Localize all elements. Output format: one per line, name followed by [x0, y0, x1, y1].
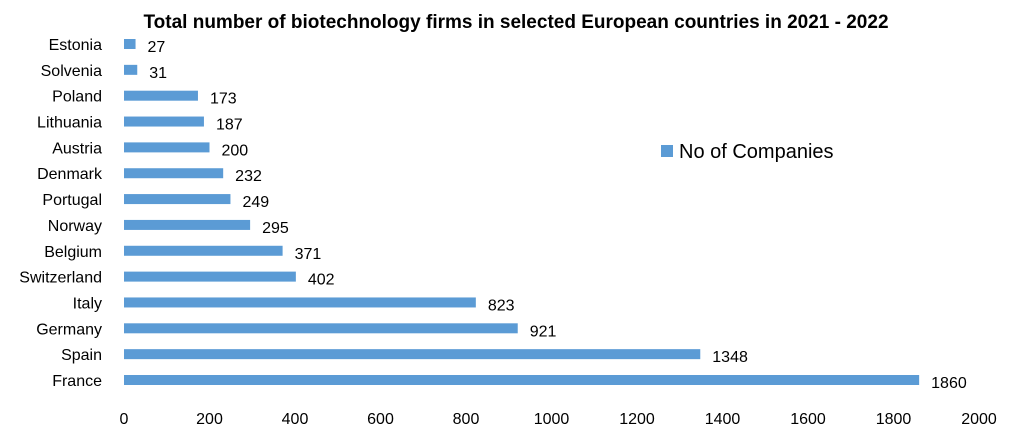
category-label-poland: Poland	[52, 89, 102, 106]
data-label-switzerland: 402	[308, 272, 335, 289]
category-label-austria: Austria	[52, 140, 102, 157]
category-label-spain: Spain	[61, 347, 102, 364]
category-label-denmark: Denmark	[37, 166, 103, 183]
x-tick-label: 400	[282, 411, 309, 428]
data-label-spain: 1348	[712, 349, 748, 366]
bars-layer	[124, 39, 920, 385]
category-label-france: France	[52, 373, 102, 390]
data-label-denmark: 232	[235, 168, 262, 185]
category-label-norway: Norway	[48, 218, 102, 235]
chart-title: Total number of biotechnology firms in s…	[143, 12, 888, 33]
legend: No of Companies	[661, 141, 834, 163]
data-label-germany: 921	[530, 323, 557, 340]
bar-austria	[124, 142, 210, 153]
data-label-norway: 295	[262, 220, 289, 237]
bar-norway	[124, 219, 251, 230]
x-tick-label: 1800	[876, 411, 912, 428]
bar-france	[124, 375, 920, 385]
category-label-italy: Italy	[73, 295, 102, 312]
data-label-estonia: 27	[148, 39, 166, 56]
legend-swatch	[661, 145, 673, 157]
data-label-austria: 200	[222, 142, 249, 159]
data-labels: 27 31 173 187 200 232 249 295 371 402 823 921 1348 18…	[148, 39, 967, 392]
data-label-belgium: 371	[295, 246, 322, 263]
x-tick-label: 800	[453, 411, 480, 428]
x-tick-label: 1400	[705, 411, 741, 428]
data-label-italy: 823	[488, 297, 515, 314]
category-label-switzerland: Switzerland	[19, 270, 102, 287]
data-label-portugal: 249	[242, 194, 269, 211]
x-tick-label: 200	[196, 411, 223, 428]
data-label-solvenia: 31	[149, 65, 167, 82]
bar-spain	[124, 349, 701, 360]
x-tick-label: 600	[367, 411, 394, 428]
bar-switzerland	[124, 271, 296, 282]
x-tick-label: 0	[120, 411, 129, 428]
category-label-portugal: Portugal	[42, 192, 102, 209]
category-label-belgium: Belgium	[44, 244, 102, 261]
category-label-germany: Germany	[36, 321, 102, 338]
category-label-lithuania: Lithuania	[37, 115, 102, 132]
category-label-estonia: Estonia	[49, 37, 102, 54]
x-tick-label: 1000	[534, 411, 570, 428]
category-label-solvenia: Solvenia	[41, 63, 102, 80]
x-tick-label: 1600	[790, 411, 826, 428]
x-tick-label: 1200	[619, 411, 655, 428]
bar-belgium	[124, 245, 283, 256]
category-labels: Estonia Solvenia Poland Lithuania Austria Den…	[19, 37, 103, 390]
bar-solvenia	[124, 64, 138, 75]
data-label-lithuania: 187	[216, 117, 243, 134]
bar-poland	[124, 90, 198, 101]
legend-label: No of Companies	[679, 141, 834, 163]
bar-estonia	[124, 39, 136, 49]
bar-denmark	[124, 168, 224, 179]
bar-germany	[124, 323, 518, 334]
bar-italy	[124, 297, 476, 308]
bar-lithuania	[124, 116, 204, 127]
x-tick-label: 2000	[961, 411, 997, 428]
bar-portugal	[124, 194, 231, 205]
x-axis: 0 200 400 600 800 1000 1200 1400 1600 1800 2000	[120, 411, 997, 428]
data-label-france: 1860	[931, 375, 967, 392]
data-label-poland: 173	[210, 91, 237, 108]
